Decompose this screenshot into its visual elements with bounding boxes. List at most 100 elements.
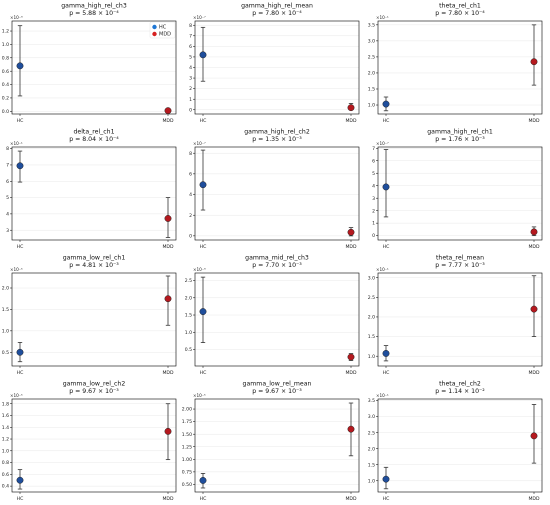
y-tick-label: 1.8 [2, 401, 9, 407]
y-tick-label: 3.5 [368, 22, 375, 28]
axis-scale-label: ×10⁻¹ [376, 15, 389, 20]
y-tick-label: 8 [189, 151, 192, 157]
y-tick-label: 1.0 [368, 354, 375, 360]
x-tick-label: HC [200, 118, 207, 124]
axis-scale-label: ×10⁻⁵ [10, 393, 23, 398]
x-tick-label: HC [17, 244, 24, 250]
y-tick-label: 4 [6, 211, 9, 217]
y-tick-label: 1.75 [182, 419, 192, 425]
legend-label: MDD [159, 32, 171, 38]
y-tick-label: 2.5 [368, 295, 375, 301]
y-tick-label: 1.5 [368, 87, 375, 93]
y-tick-label: 3 [372, 196, 375, 202]
y-tick-label: 0.4 [2, 484, 9, 490]
y-tick-label: 7 [6, 163, 9, 169]
chart-panel: 0.5 1.0 1.5 2.0 2.5 HC MDD gamma_mid_rel_ch3 p =… [183, 252, 366, 378]
y-tick-label: 4 [189, 192, 192, 198]
axes-frame [11, 146, 177, 241]
y-tick-label: 5 [372, 171, 375, 177]
data-point-mdd [530, 228, 538, 236]
data-point-hc [199, 308, 207, 316]
data-point-mdd [530, 58, 538, 66]
chart-subtitle: p = 9.67 × 10⁻³ [252, 388, 302, 395]
y-tick-label: 7 [372, 146, 375, 152]
axis-scale-label: ×10⁻⁵ [10, 267, 23, 272]
y-tick-label: 1.5 [185, 313, 192, 319]
x-tick-label: HC [17, 370, 24, 376]
chart-panel: 1.0 1.5 2.0 2.5 3.0 3.5 HC MDD theta_rel_ch2 p = … [366, 378, 549, 504]
y-tick-label: 1.5 [368, 334, 375, 340]
data-point-hc [199, 181, 207, 189]
chart-title: theta_rel_ch2 [439, 381, 481, 388]
y-tick-label: 3 [6, 228, 9, 234]
y-tick-label: 5 [6, 195, 9, 201]
chart-panel: 0 1 2 3 4 5 6 7 8 HC MDD gamma_high_rel_mean p = 7.8… [183, 0, 366, 126]
chart-title: gamma_low_rel_ch2 [63, 381, 126, 388]
x-tick-label: HC [383, 370, 390, 376]
chart-subtitle: p = 9.67 × 10⁻³ [69, 388, 119, 395]
chart-svg: 0.4 0.6 0.8 1.0 1.2 1.4 1.6 1.8 HC MDD gamma_low_r… [2, 381, 177, 502]
chart-title: delta_rel_ch1 [73, 129, 114, 136]
x-tick-label: MDD [162, 370, 174, 376]
y-tick-label: 0.75 [182, 469, 192, 475]
y-tick-label: 2.0 [185, 295, 192, 301]
y-tick-label: 1.0 [2, 448, 9, 454]
y-tick-label: 3.0 [368, 38, 375, 44]
y-tick-label: 2.5 [368, 55, 375, 61]
chart-title: gamma_mid_rel_ch3 [245, 255, 309, 262]
x-tick-label: HC [383, 244, 390, 250]
axes-frame [194, 398, 360, 493]
axis-scale-label: ×10⁻¹ [376, 393, 389, 398]
chart-subtitle: p = 1.35 × 10⁻³ [252, 136, 302, 143]
data-point-mdd [347, 104, 355, 112]
chart-panel: 0.5 1.0 1.5 2.0 HC MDD gamma_low_rel_ch1 p = 4.… [0, 252, 183, 378]
chart-subtitle: p = 7.77 × 10⁻³ [435, 262, 485, 269]
x-tick-label: MDD [528, 496, 540, 502]
y-tick-label: 0.0 [2, 109, 9, 115]
x-tick-label: MDD [528, 118, 540, 124]
chart-panel: 0.4 0.6 0.8 1.0 1.2 1.4 1.6 1.8 HC MDD gamma_low_r… [0, 378, 183, 504]
y-tick-label: 0 [189, 233, 192, 239]
chart-title: theta_rel_mean [436, 255, 484, 262]
data-point-mdd [164, 295, 172, 303]
y-tick-label: 1.00 [182, 457, 192, 463]
y-tick-label: 0 [372, 233, 375, 239]
x-tick-label: MDD [345, 118, 357, 124]
y-tick-label: 8 [189, 23, 192, 29]
y-tick-label: 0.8 [2, 460, 9, 466]
y-tick-label: 1.0 [368, 478, 375, 484]
axes-frame [377, 146, 543, 241]
axis-scale-label: ×10⁻⁷ [193, 141, 206, 146]
x-tick-label: HC [200, 244, 207, 250]
data-point-hc [382, 183, 390, 191]
x-tick-label: MDD [345, 244, 357, 250]
axis-scale-label: ×10⁻¹ [10, 141, 23, 146]
y-tick-label: 3.0 [368, 414, 375, 420]
y-tick-label: 1 [189, 97, 192, 103]
x-tick-label: HC [17, 118, 24, 124]
chart-svg: 0.00.20.40.60.81.01.2HC MDDgamma_high_rel… [2, 3, 177, 124]
data-point-hc [199, 51, 207, 59]
legend-marker [152, 24, 157, 30]
x-tick-label: MDD [162, 244, 174, 250]
x-tick-label: HC [383, 118, 390, 124]
y-tick-label: 0.8 [2, 55, 9, 61]
data-point-mdd [164, 107, 172, 115]
y-tick-label: 3.5 [368, 398, 375, 404]
y-tick-label: 3.0 [368, 275, 375, 281]
x-tick-label: MDD [528, 244, 540, 250]
data-point-hc [16, 62, 24, 70]
x-tick-label: MDD [528, 370, 540, 376]
y-tick-label: 1.0 [368, 103, 375, 109]
x-tick-label: HC [200, 496, 207, 502]
chart-panel: 0 1 2 3 4 5 6 7 HC MDD gamma_high_rel_ch1 p = 1.76 … [366, 126, 549, 252]
axis-scale-label: ×10⁻⁶ [10, 15, 23, 20]
y-tick-label: 4 [372, 183, 375, 189]
chart-subtitle: p = 7.70 × 10⁻³ [252, 262, 302, 269]
